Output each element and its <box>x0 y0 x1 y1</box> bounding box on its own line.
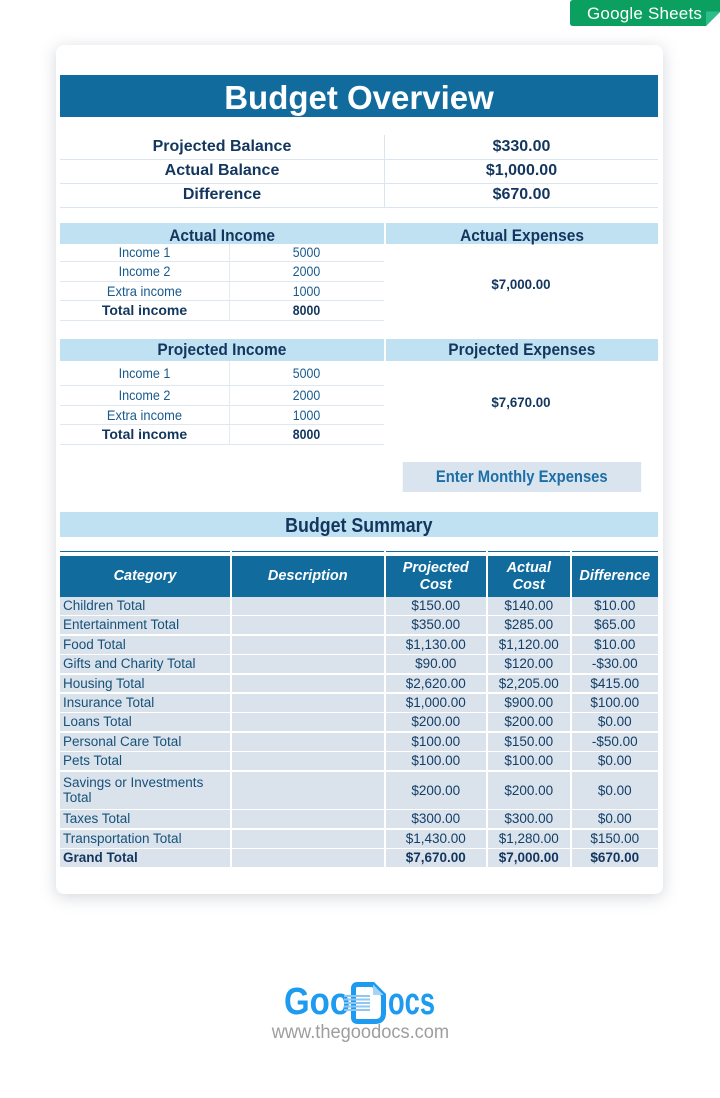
svg-text:ocs: ocs <box>388 981 435 1023</box>
svg-text:Goo: Goo <box>284 981 350 1023</box>
svg-text:Google Sheets: Google Sheets <box>587 4 702 23</box>
